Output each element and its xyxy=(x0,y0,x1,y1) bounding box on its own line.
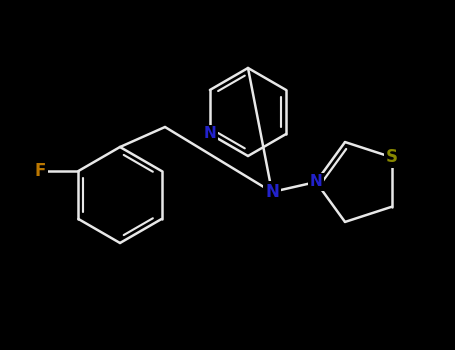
Text: N: N xyxy=(309,175,323,189)
Text: F: F xyxy=(35,162,46,180)
Text: S: S xyxy=(386,148,398,166)
Text: N: N xyxy=(203,126,216,141)
Text: N: N xyxy=(265,183,279,201)
